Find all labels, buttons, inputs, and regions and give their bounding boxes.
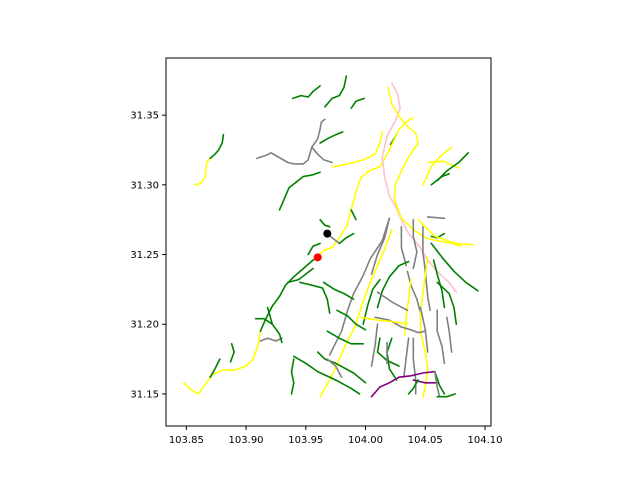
y-tick-label: 31.15 bbox=[130, 389, 159, 400]
road-green-2 bbox=[291, 85, 321, 100]
road-green-70 bbox=[278, 256, 319, 298]
road-green-74 bbox=[307, 242, 321, 256]
road-yellow-12 bbox=[316, 177, 362, 259]
road-green-10 bbox=[295, 171, 321, 183]
road-green-34 bbox=[432, 259, 446, 309]
road-gray-56 bbox=[326, 358, 343, 379]
roads-layer bbox=[183, 75, 479, 398]
x-tick-label: 103.95 bbox=[288, 435, 323, 446]
road-gray-45 bbox=[402, 337, 410, 379]
road-yellow-18 bbox=[422, 146, 453, 186]
road-yellow-29 bbox=[319, 228, 393, 398]
road-green-47 bbox=[376, 337, 400, 367]
road-gray-43 bbox=[410, 328, 427, 334]
x-tick-label: 103.85 bbox=[169, 435, 204, 446]
road-green-77 bbox=[319, 218, 331, 228]
road-gray-39 bbox=[376, 291, 409, 312]
road-green-54 bbox=[316, 351, 367, 384]
x-axis: 103.85 103.90 103.95 104.00 104.05 104.10 bbox=[169, 426, 503, 446]
road-green-51 bbox=[322, 281, 355, 301]
road-green-71 bbox=[287, 267, 314, 284]
road-green-73 bbox=[266, 306, 283, 344]
road-green-52 bbox=[336, 309, 367, 331]
x-tick-label: 104.05 bbox=[408, 435, 443, 446]
road-gray-42 bbox=[445, 316, 453, 353]
road-yellow-26 bbox=[417, 218, 474, 246]
road-green-46 bbox=[386, 337, 398, 381]
road-yellow-36 bbox=[404, 278, 412, 337]
road-green-72 bbox=[298, 281, 331, 314]
road-green-78 bbox=[350, 209, 357, 221]
road-yellow-16 bbox=[387, 86, 462, 247]
road-gray-27 bbox=[328, 217, 391, 356]
road-yellow-38 bbox=[359, 316, 409, 326]
road-green-66 bbox=[229, 342, 235, 363]
road-gray-23 bbox=[426, 216, 446, 220]
road-gray-37 bbox=[374, 316, 412, 331]
x-tick-label: 104.00 bbox=[348, 435, 383, 446]
road-green-53 bbox=[326, 330, 365, 345]
road-gray-6 bbox=[255, 152, 310, 165]
road-gray-32 bbox=[406, 270, 422, 314]
road-yellow-64 bbox=[183, 330, 262, 395]
road-green-63 bbox=[436, 393, 457, 398]
road-gray-28 bbox=[370, 217, 391, 275]
road-yellow-13 bbox=[359, 117, 415, 179]
x-tick-label: 104.10 bbox=[468, 435, 503, 446]
road-gray-44 bbox=[412, 337, 417, 395]
road-yellow-0 bbox=[193, 157, 211, 186]
y-tick-label: 31.35 bbox=[130, 111, 159, 122]
road-green-3 bbox=[324, 75, 348, 108]
road-gray-24 bbox=[400, 225, 408, 267]
road-yellow-35 bbox=[419, 256, 429, 398]
road-gray-41 bbox=[436, 309, 446, 365]
road-green-33 bbox=[430, 242, 479, 292]
road-green-20 bbox=[430, 172, 451, 186]
road-green-30 bbox=[376, 260, 410, 309]
plot-frame bbox=[165, 57, 492, 427]
road-purple-58 bbox=[370, 370, 436, 398]
road-green-1 bbox=[209, 133, 225, 160]
x-tick-label: 103.90 bbox=[229, 435, 264, 446]
y-tick-label: 31.30 bbox=[130, 180, 159, 191]
road-yellow-14 bbox=[331, 131, 384, 168]
road-green-61 bbox=[407, 379, 419, 395]
road-gray-69 bbox=[259, 337, 283, 342]
road-green-65 bbox=[209, 358, 221, 379]
road-green-4 bbox=[350, 97, 366, 109]
road-green-9 bbox=[319, 131, 344, 144]
road-gray-8 bbox=[310, 146, 333, 164]
road-green-57 bbox=[290, 358, 295, 395]
road-green-55 bbox=[292, 355, 361, 395]
road-green-68 bbox=[254, 317, 274, 326]
road-green-31 bbox=[362, 278, 381, 326]
road-gray-62 bbox=[433, 370, 441, 398]
y-tick-label: 31.20 bbox=[130, 320, 159, 331]
road-green-11 bbox=[278, 181, 298, 211]
road-gray-22 bbox=[412, 218, 418, 270]
y-axis: 31.15 31.20 31.25 31.30 31.35 bbox=[130, 111, 166, 400]
road-gray-40 bbox=[419, 306, 429, 353]
markers-layer bbox=[313, 229, 332, 262]
y-tick-label: 31.25 bbox=[130, 250, 159, 261]
marker-start bbox=[313, 253, 322, 262]
road-gray-7 bbox=[307, 118, 326, 161]
road-green-76 bbox=[338, 232, 355, 245]
road-green-50 bbox=[436, 281, 458, 326]
road-gray-49 bbox=[370, 323, 379, 367]
road-green-60 bbox=[433, 370, 446, 395]
marker-end bbox=[323, 229, 332, 238]
